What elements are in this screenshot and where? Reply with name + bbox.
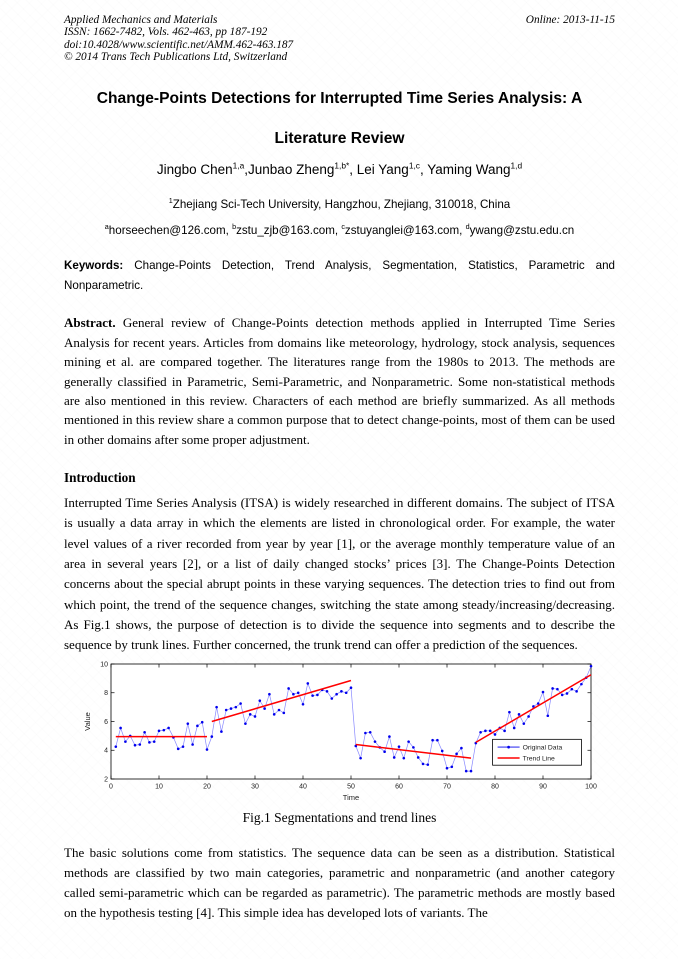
author-superscript: 1,d — [510, 160, 523, 171]
journal-issn-line: ISSN: 1662-7482, Vols. 462-463, pp 187-1… — [64, 26, 268, 39]
svg-text:Value: Value — [83, 712, 92, 731]
paper-title-line2: Literature Review — [274, 129, 405, 147]
author: Junbao Zheng1,b*, — [248, 160, 357, 178]
affiliation-superscript: 1 — [168, 196, 173, 206]
svg-text:20: 20 — [203, 783, 211, 790]
author-superscript: 1,a — [232, 160, 245, 171]
svg-text:0: 0 — [109, 783, 113, 790]
svg-text:100: 100 — [585, 783, 597, 790]
journal-name: Applied Mechanics and Materials — [64, 14, 218, 26]
paper-title: Change-Points Detections for Interrupted… — [64, 89, 615, 148]
abstract-paragraph: Abstract. General review of Change-Point… — [64, 313, 615, 449]
author-email: dywang@zstu.edu.cn — [465, 222, 575, 238]
author: Lei Yang1,c, — [356, 160, 428, 178]
svg-text:50: 50 — [347, 783, 355, 790]
online-date: Online: 2013-11-15 — [525, 14, 615, 26]
introduction-paragraph: Interrupted Time Series Analysis (ITSA) … — [64, 495, 615, 653]
svg-text:10: 10 — [100, 661, 108, 668]
paper-title-line1: Change-Points Detections for Interrupted… — [96, 89, 583, 107]
journal-header-left: Applied Mechanics and Materials ISSN: 16… — [64, 14, 293, 64]
svg-text:8: 8 — [104, 690, 108, 697]
keywords-paragraph: Keywords: Change-Points Detection, Trend… — [64, 256, 615, 296]
svg-text:80: 80 — [491, 783, 499, 790]
authors-line: Jingbo Chen1,a,Junbao Zheng1,b*, Lei Yan… — [64, 160, 615, 178]
figure-plot: 0 10 20 30 40 50 60 70 80 90 100 2 4 6 8 10 Time Value Ori… — [83, 661, 597, 802]
svg-text:Trend Line: Trend Line — [522, 755, 554, 762]
svg-text:6: 6 — [104, 718, 108, 725]
abstract-text: General review of Change-Points detectio… — [64, 315, 616, 447]
journal-header: Applied Mechanics and Materials ISSN: 16… — [64, 14, 615, 64]
author-email: bzstu_zjb@163.com, — [232, 222, 342, 238]
journal-copyright-line: © 2014 Trans Tech Publications Ltd, Swit… — [64, 51, 288, 64]
author-superscript: 1,b* — [334, 160, 350, 171]
svg-text:10: 10 — [155, 783, 163, 790]
svg-text:4: 4 — [104, 747, 108, 754]
author: Yaming Wang1,d — [427, 160, 523, 178]
figure-1: 0 10 20 30 40 50 60 70 80 90 100 2 4 6 8 10 Time Value Ori… — [64, 659, 615, 826]
figure-caption: Fig.1 Segmentations and trend lines — [242, 809, 437, 825]
abstract-label: Abstract. — [64, 315, 116, 331]
svg-text:2: 2 — [104, 776, 108, 783]
author-email: czstuyanglei@163.com, — [341, 222, 466, 238]
affiliation-line: 1Zhejiang Sci-Tech University, Hangzhou,… — [168, 196, 511, 212]
svg-text:Time: Time — [342, 793, 358, 802]
author: Jingbo Chen1,a, — [156, 160, 249, 178]
author-superscript: 1,c — [408, 160, 420, 171]
body-paragraph-after-figure: The basic solutions come from statistics… — [64, 844, 615, 921]
svg-text:40: 40 — [299, 783, 307, 790]
emails-line: ahorseechen@126.com, bzstu_zjb@163.com, … — [64, 222, 615, 238]
svg-text:90: 90 — [539, 783, 547, 790]
author-email: ahorseechen@126.com, — [104, 222, 233, 238]
svg-text:30: 30 — [251, 783, 259, 790]
journal-doi-line: doi:10.4028/www.scientific.net/AMM.462-4… — [64, 38, 294, 51]
svg-text:60: 60 — [395, 783, 403, 790]
keywords-text: Change-Points Detection, Trend Analysis,… — [64, 259, 615, 293]
svg-text:70: 70 — [443, 783, 451, 790]
keywords-label: Keywords: — [64, 259, 124, 273]
introduction-heading: Introduction — [64, 470, 136, 486]
svg-text:Original Data: Original Data — [522, 744, 562, 751]
